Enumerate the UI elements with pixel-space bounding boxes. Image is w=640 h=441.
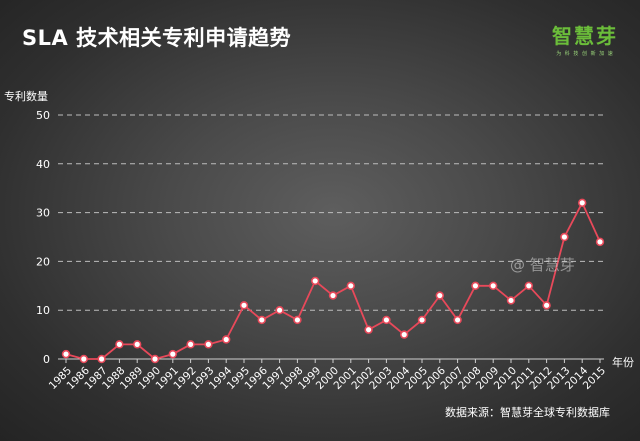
data-point: [328, 291, 338, 300]
y-tick-label: 0: [43, 353, 50, 366]
data-point: [97, 354, 106, 364]
data-point: [400, 330, 409, 339]
data-point: [168, 349, 178, 359]
data-point: [506, 296, 516, 305]
data-point: [311, 276, 320, 286]
y-tick-label: 50: [36, 109, 50, 122]
data-point: [239, 301, 249, 310]
y-tick-label: 10: [36, 304, 50, 317]
chart-title: SLA 技术相关专利申请趋势: [22, 26, 292, 50]
y-tick-label: 30: [36, 207, 50, 220]
data-point: [204, 340, 213, 349]
data-point: [346, 281, 355, 290]
y-axis-label: 专利数量: [4, 89, 48, 103]
data-point: [595, 237, 605, 247]
data-point: [150, 354, 160, 364]
logo-subtext: 为 科 技 创 新 加 速: [556, 51, 614, 57]
data-point: [542, 301, 551, 310]
data-point: [257, 315, 266, 325]
data-point: [524, 281, 533, 290]
y-tick-label: 20: [36, 255, 50, 268]
data-point: [435, 291, 444, 300]
data-point: [293, 315, 302, 325]
watermark: @ 智慧芽: [510, 256, 575, 274]
data-point: [577, 198, 587, 208]
data-point: [364, 325, 373, 334]
data-point: [560, 232, 569, 242]
data-point: [275, 306, 284, 315]
data-source-note: 数据来源：智慧芽全球专利数据库: [445, 406, 610, 419]
data-point: [453, 315, 462, 325]
data-point: [133, 340, 142, 349]
data-point: [222, 335, 231, 344]
data-point: [186, 340, 195, 349]
brand-logo: 智慧芽 为 科 技 创 新 加 速: [552, 20, 618, 57]
x-axis-label: 年份: [612, 355, 634, 369]
data-point: [115, 340, 124, 349]
data-point: [61, 349, 71, 359]
data-point: [79, 354, 89, 364]
data-point: [382, 315, 391, 325]
series-line: [65, 200, 601, 360]
y-tick-label: 40: [36, 158, 50, 171]
logo-text: 智慧芽: [552, 24, 618, 48]
data-point: [489, 281, 498, 290]
data-point: [417, 315, 427, 325]
data-point: [471, 281, 480, 290]
